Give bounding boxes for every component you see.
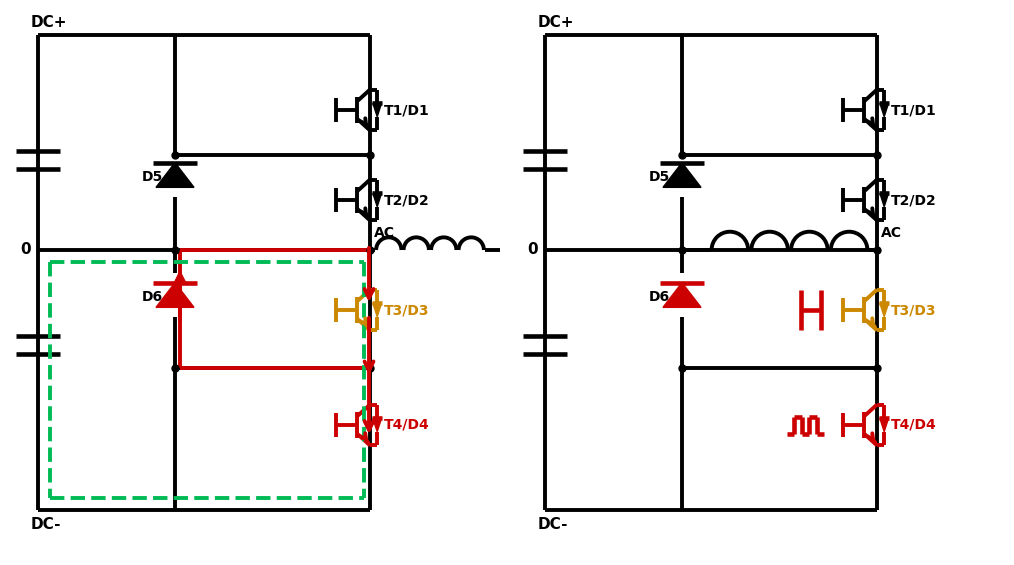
Polygon shape xyxy=(880,193,888,207)
Text: AC: AC xyxy=(374,226,395,240)
Text: DC-: DC- xyxy=(31,517,62,532)
Text: T4/D4: T4/D4 xyxy=(383,418,429,432)
Polygon shape xyxy=(373,103,381,117)
Text: D5: D5 xyxy=(649,170,670,184)
Polygon shape xyxy=(373,303,381,317)
Text: T2/D2: T2/D2 xyxy=(383,193,429,207)
Polygon shape xyxy=(663,282,701,307)
Polygon shape xyxy=(373,193,381,207)
Text: DC+: DC+ xyxy=(31,15,68,30)
Polygon shape xyxy=(373,418,381,432)
Text: DC+: DC+ xyxy=(538,15,575,30)
Text: T4/D4: T4/D4 xyxy=(890,418,936,432)
Text: D6: D6 xyxy=(142,290,163,304)
Polygon shape xyxy=(880,418,888,432)
Polygon shape xyxy=(156,282,194,307)
Polygon shape xyxy=(880,103,888,117)
Text: T3/D3: T3/D3 xyxy=(890,303,936,317)
Text: 0: 0 xyxy=(527,242,538,258)
Text: DC-: DC- xyxy=(538,517,569,532)
Text: D6: D6 xyxy=(649,290,670,304)
Polygon shape xyxy=(156,163,194,188)
Text: T3/D3: T3/D3 xyxy=(383,303,429,317)
Text: T1/D1: T1/D1 xyxy=(890,103,936,117)
Text: T1/D1: T1/D1 xyxy=(383,103,429,117)
Polygon shape xyxy=(663,163,701,188)
Text: 0: 0 xyxy=(20,242,31,258)
Text: T2/D2: T2/D2 xyxy=(890,193,936,207)
Text: AC: AC xyxy=(881,226,902,240)
Polygon shape xyxy=(880,303,888,317)
Text: D5: D5 xyxy=(142,170,163,184)
